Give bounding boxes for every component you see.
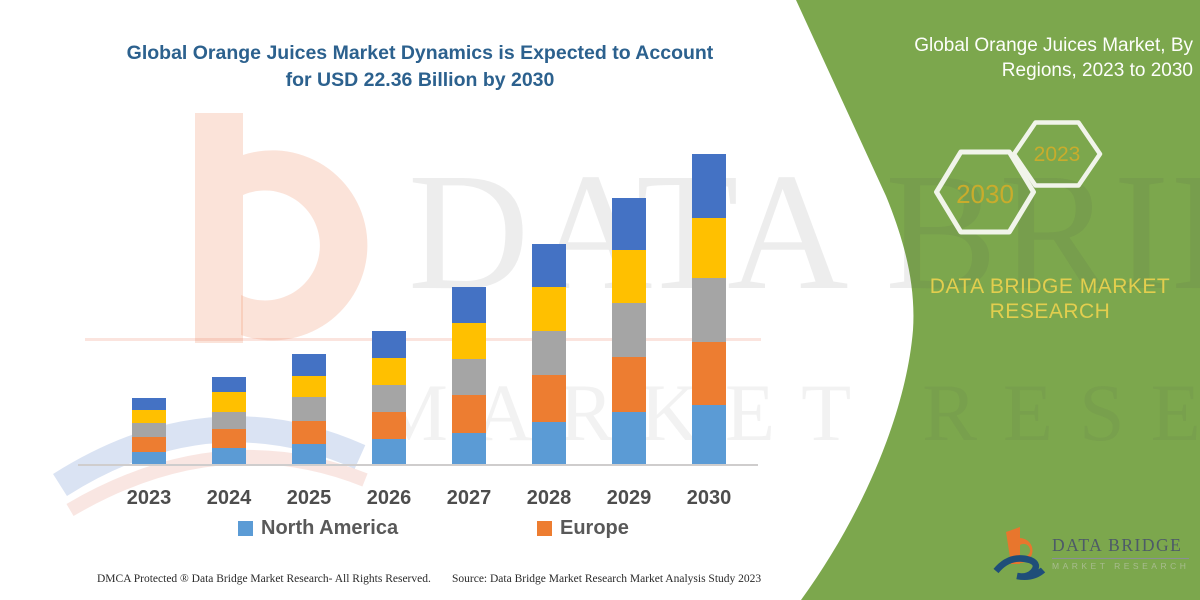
bar-segment — [132, 451, 166, 465]
legend-label-europe: Europe — [560, 517, 629, 539]
bar-2023 — [132, 397, 166, 465]
bar-segment — [372, 384, 406, 412]
x-axis-label-2024: 2024 — [206, 487, 252, 509]
bar-segment — [292, 444, 326, 465]
bar-segment — [612, 249, 646, 304]
hexagon-2030-label: 2030 — [956, 179, 1014, 209]
logo-brand-text: DATA BRIDGE — [1052, 535, 1190, 559]
bar-segment — [132, 410, 166, 424]
bar-segment — [372, 411, 406, 440]
side-panel-title-line2: Regions, 2023 to 2030 — [1001, 60, 1193, 81]
bar-segment — [452, 432, 486, 465]
bar-segment — [212, 429, 246, 449]
hexagon-2023-label: 2023 — [1033, 143, 1081, 166]
bar-segment — [132, 423, 166, 437]
bar-segment — [292, 420, 326, 445]
data-bridge-logo-icon — [993, 527, 1046, 580]
x-axis-label-2029: 2029 — [606, 487, 652, 509]
chart-title-line1: Global Orange Juices Market Dynamics is … — [126, 42, 714, 64]
hexagon-2030-outline — [934, 149, 1036, 235]
bar-segment — [452, 322, 486, 360]
bar-segment — [532, 244, 566, 288]
bar-segment — [132, 436, 166, 452]
data-bridge-logo-words: DATA BRIDGE MARKET RESEARCH — [1052, 524, 1190, 586]
bar-segment — [212, 411, 246, 430]
chart-title-line2: for USD 22.36 Billion by 2030 — [285, 69, 555, 91]
x-axis-label-2030: 2030 — [686, 487, 732, 509]
bar-segment — [452, 287, 486, 323]
side-panel-brand-text: DATA BRIDGE MARKET RESEARCH — [915, 274, 1185, 324]
legend-swatch-europe — [537, 521, 552, 536]
bar-2025 — [292, 354, 326, 465]
side-panel-title: Global Orange Juices Market, By Regions,… — [860, 33, 1193, 83]
hexagon-outlines — [934, 120, 1103, 235]
x-axis-labels: 2023 2024 2025 2026 2027 2028 2029 2030 — [119, 487, 739, 510]
bar-segment — [532, 421, 566, 465]
watermark-text-line2: MARKET RESEARCH — [375, 367, 1200, 458]
side-panel-title-line1: Global Orange Juices Market, By — [914, 35, 1193, 56]
bar-segment — [532, 375, 566, 422]
bar-2029 — [612, 198, 646, 465]
bar-segment — [612, 357, 646, 413]
bar-segment — [532, 287, 566, 331]
bar-segment — [212, 377, 246, 393]
stacked-bar-chart — [132, 153, 726, 465]
bar-segment — [612, 412, 646, 465]
bar-segment — [212, 448, 246, 465]
bar-segment — [692, 277, 726, 343]
bar-segment — [292, 375, 326, 397]
bar-segment — [452, 359, 486, 395]
bar-segment — [372, 439, 406, 465]
bar-2026 — [372, 331, 406, 465]
bar-segment — [132, 397, 166, 411]
hexagon-2023-outline — [1011, 120, 1103, 188]
legend-item-north-america: North America — [238, 517, 398, 540]
x-axis-label-2027: 2027 — [446, 487, 492, 509]
bar-segment — [292, 396, 326, 421]
bar-segment — [532, 330, 566, 376]
footer-dmca-text: DMCA Protected ® Data Bridge Market Rese… — [97, 573, 431, 585]
x-axis-label-2028: 2028 — [526, 487, 572, 509]
x-axis-line — [78, 464, 758, 466]
footer-source-text: Source: Data Bridge Market Research Mark… — [452, 573, 762, 585]
data-bridge-logo: DATA BRIDGE MARKET RESEARCH — [990, 524, 1190, 586]
bar-segment — [692, 342, 726, 405]
bar-segment — [372, 331, 406, 359]
logo-sub-text: MARKET RESEARCH — [1052, 561, 1190, 571]
bar-segment — [692, 404, 726, 465]
bar-segment — [692, 153, 726, 219]
bar-2028 — [532, 244, 566, 465]
bar-segment — [452, 394, 486, 433]
bar-segment — [212, 392, 246, 412]
bar-segment — [692, 218, 726, 278]
legend-swatch-north-america — [238, 521, 253, 536]
bar-2030 — [692, 153, 726, 465]
x-axis-label-2025: 2025 — [286, 487, 332, 509]
side-panel-brand-line2: RESEARCH — [989, 300, 1111, 323]
x-axis-label-2023: 2023 — [126, 487, 172, 509]
legend-item-europe: Europe — [537, 517, 629, 540]
bar-segment — [612, 303, 646, 358]
chart-title: Global Orange Juices Market Dynamics is … — [85, 40, 755, 94]
bar-2024 — [212, 377, 246, 465]
bar-segment — [372, 358, 406, 385]
bar-2027 — [452, 287, 486, 465]
legend-label-north-america: North America — [261, 517, 399, 539]
side-panel-brand-line1: DATA BRIDGE MARKET — [929, 275, 1171, 298]
bar-segment — [292, 354, 326, 376]
watermark-underline — [85, 338, 761, 341]
bar-segment — [612, 198, 646, 250]
x-axis-label-2026: 2026 — [366, 487, 412, 509]
